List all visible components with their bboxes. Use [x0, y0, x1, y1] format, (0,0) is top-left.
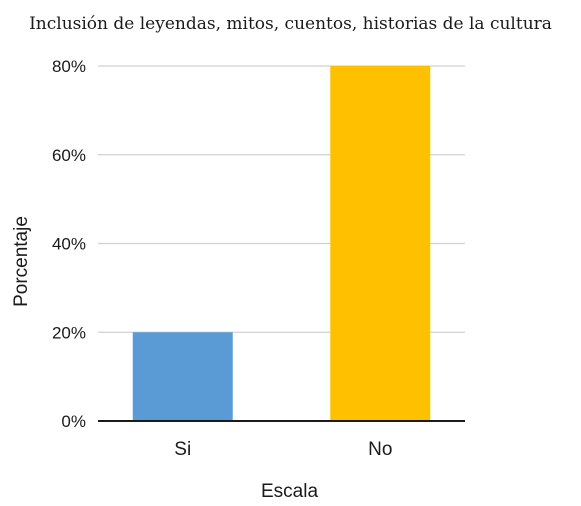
x-tick-labels: Si No [174, 439, 392, 460]
y-tick-label: 80% [52, 57, 86, 76]
chart-title: Inclusión de leyendas, mitos, cuentos, h… [29, 14, 552, 34]
y-tick-labels: 0% 20% 40% 60% 80% [52, 57, 86, 431]
bar-no [330, 66, 431, 421]
y-tick-label: 40% [52, 235, 86, 254]
y-tick-label: 0% [61, 412, 86, 431]
x-axis-label: Escala [261, 481, 318, 502]
x-tick-label: No [368, 439, 392, 460]
y-tick-label: 20% [52, 323, 86, 342]
y-axis-label: Porcentaje [11, 216, 32, 307]
bars [132, 66, 431, 421]
bar-si [132, 332, 233, 421]
x-tick-label: Si [174, 439, 191, 460]
y-tick-label: 60% [52, 146, 86, 165]
